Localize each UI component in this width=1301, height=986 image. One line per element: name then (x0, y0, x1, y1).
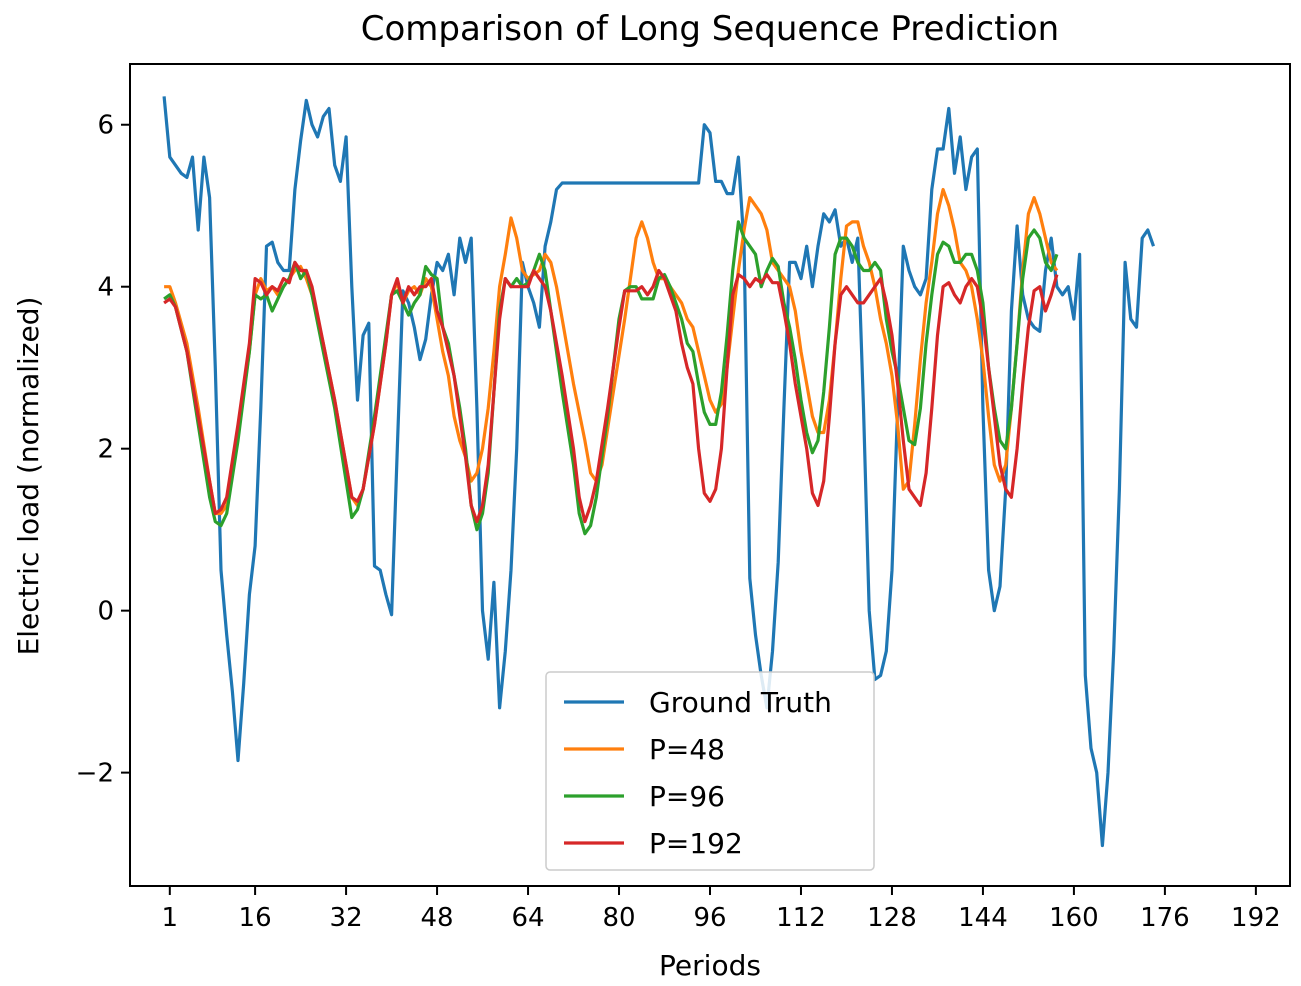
x-tick-label: 1 (162, 903, 179, 933)
x-tick-label: 64 (511, 903, 544, 933)
legend-label-p-192: P=192 (649, 827, 743, 860)
y-tick-label: 4 (97, 273, 114, 303)
x-axis-ticks: 1 16 32 48 64 80 96 112 128 144 160 176 192 (162, 886, 1281, 933)
plot-series-group (162, 96, 1156, 848)
x-tick-label: 80 (602, 903, 635, 933)
y-tick-label: 0 (97, 597, 114, 627)
x-tick-label: 112 (776, 903, 826, 933)
x-axis-label: Periods (659, 949, 761, 982)
x-tick-label: 144 (958, 903, 1008, 933)
x-tick-label: 16 (239, 903, 272, 933)
legend-label-ground-truth: Ground Truth (649, 686, 832, 719)
y-axis-ticks: −2 0 2 4 6 (76, 111, 130, 789)
legend-label-p-96: P=96 (649, 780, 725, 813)
x-tick-label: 128 (867, 903, 917, 933)
chart-title: Comparison of Long Sequence Prediction (361, 9, 1059, 49)
series-line-p-192 (163, 260, 1059, 524)
legend-box (545, 671, 875, 871)
legend: Ground Truth P=48 P=96 P=192 (545, 671, 875, 871)
x-tick-label: 32 (330, 903, 363, 933)
y-tick-label: 2 (97, 435, 114, 465)
y-axis-label: Electric load (normalized) (12, 297, 45, 656)
x-tick-label: 176 (1140, 903, 1190, 933)
series-line-p-96 (163, 220, 1059, 536)
y-tick-label: 6 (97, 111, 114, 141)
x-tick-label: 160 (1049, 903, 1099, 933)
x-tick-label: 192 (1231, 903, 1281, 933)
x-tick-label: 96 (693, 903, 726, 933)
legend-label-p-48: P=48 (649, 733, 725, 766)
y-tick-label: −2 (76, 759, 114, 789)
x-tick-label: 48 (421, 903, 454, 933)
